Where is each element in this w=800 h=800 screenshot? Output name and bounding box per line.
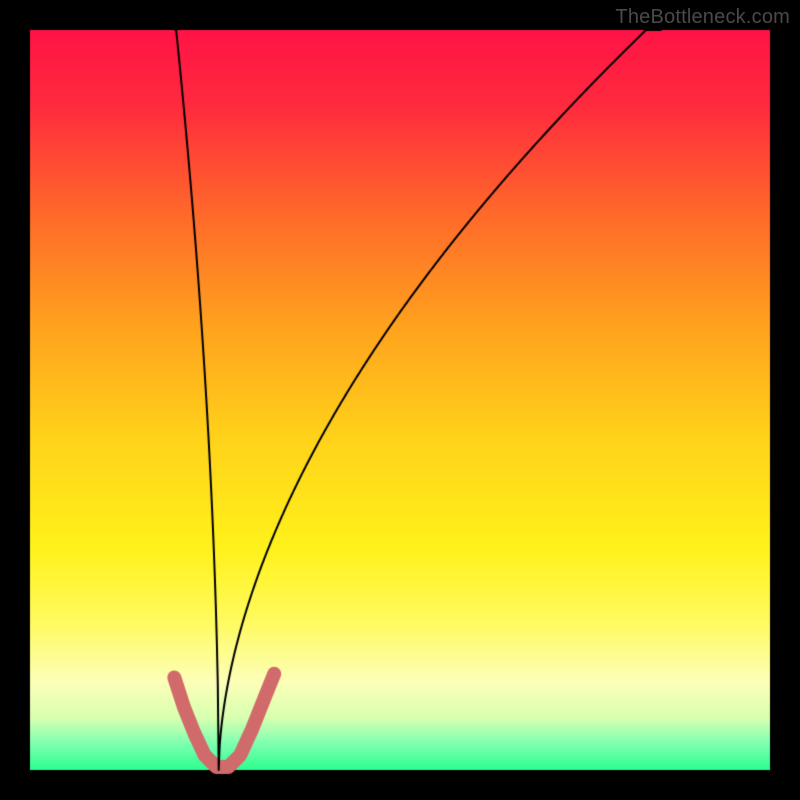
watermark-text: TheBottleneck.com [615,6,790,29]
bottleneck-chart-canvas [0,0,800,800]
chart-root: TheBottleneck.com [0,0,800,800]
